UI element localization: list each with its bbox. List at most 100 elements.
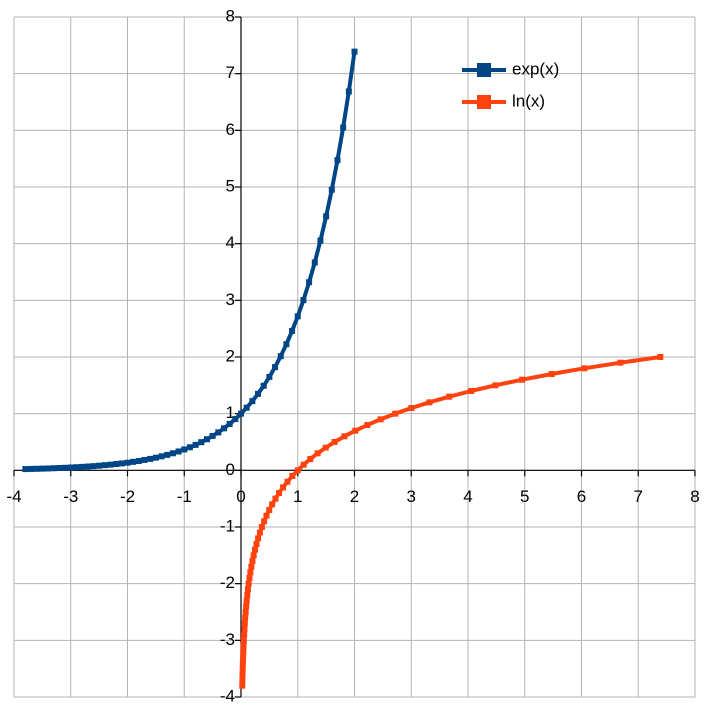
point — [239, 665, 246, 672]
point — [364, 422, 371, 428]
point — [351, 48, 358, 55]
point — [250, 552, 257, 559]
point — [62, 464, 69, 471]
y-tick-label: 0 — [226, 460, 235, 479]
point — [243, 404, 250, 411]
point — [300, 461, 307, 468]
point — [141, 456, 148, 463]
point — [90, 463, 97, 470]
x-tick-label: 3 — [407, 487, 416, 506]
point — [306, 279, 313, 286]
point — [266, 373, 273, 380]
point — [243, 603, 250, 610]
point — [203, 436, 210, 443]
point — [261, 518, 268, 525]
point — [107, 461, 114, 468]
point — [244, 586, 251, 593]
point — [426, 399, 433, 406]
point — [147, 455, 154, 462]
point — [277, 353, 284, 360]
x-tick-label: -1 — [177, 487, 192, 506]
point — [152, 454, 159, 461]
point — [341, 433, 348, 440]
point — [352, 427, 359, 434]
point — [175, 448, 182, 455]
point — [28, 465, 35, 472]
point — [241, 631, 248, 638]
point — [377, 416, 384, 423]
point — [243, 597, 250, 604]
point — [519, 376, 526, 383]
series-line — [240, 355, 661, 686]
point — [39, 465, 46, 472]
point — [73, 464, 80, 471]
point — [242, 614, 249, 621]
x-tick-label: -2 — [120, 487, 135, 506]
point — [256, 529, 263, 536]
point — [240, 637, 247, 644]
point — [33, 465, 40, 472]
legend-label: ln(x) — [512, 91, 545, 110]
x-tick-label: -3 — [63, 487, 78, 506]
point — [249, 558, 256, 564]
point — [260, 382, 267, 389]
y-tick-label: -2 — [220, 573, 235, 592]
point — [186, 444, 193, 451]
x-tick-label: -4 — [6, 487, 21, 506]
point — [240, 648, 247, 655]
point — [392, 410, 399, 417]
point — [272, 495, 279, 502]
point — [300, 297, 307, 304]
point — [492, 382, 499, 389]
y-tick-label: 8 — [226, 6, 235, 25]
point — [241, 626, 248, 632]
point — [239, 682, 246, 689]
point — [181, 446, 188, 453]
y-tick-label: -4 — [220, 686, 235, 705]
point — [328, 186, 335, 193]
y-tick-label: 2 — [226, 346, 235, 365]
legend-marker — [477, 63, 491, 77]
point — [238, 410, 244, 417]
point — [269, 501, 276, 508]
point — [245, 580, 252, 587]
y-tick-label: 3 — [226, 290, 235, 309]
point — [340, 124, 347, 131]
point — [548, 371, 555, 377]
y-tick-label: 1 — [226, 403, 235, 422]
point — [241, 620, 248, 627]
point — [124, 459, 131, 466]
point — [276, 490, 283, 496]
point — [247, 569, 254, 576]
point — [617, 359, 624, 366]
point — [50, 465, 57, 472]
y-tick-label: 5 — [226, 176, 235, 195]
legend-label: exp(x) — [512, 59, 559, 78]
point — [239, 660, 246, 666]
point — [169, 450, 176, 457]
point — [56, 465, 63, 472]
point — [289, 327, 296, 334]
point — [334, 157, 341, 164]
point — [284, 478, 291, 485]
point — [67, 464, 74, 471]
point — [244, 592, 251, 598]
point — [158, 453, 165, 460]
point — [331, 439, 338, 445]
point — [209, 432, 216, 439]
point — [289, 473, 296, 479]
point — [84, 463, 91, 470]
point — [248, 563, 255, 570]
point — [246, 575, 253, 581]
point — [79, 463, 86, 470]
point — [242, 609, 249, 615]
point — [258, 524, 265, 530]
point — [239, 677, 246, 683]
point — [322, 444, 329, 451]
point — [311, 259, 318, 266]
point — [272, 364, 279, 371]
point — [255, 390, 262, 397]
point — [345, 88, 352, 95]
point — [240, 643, 247, 649]
